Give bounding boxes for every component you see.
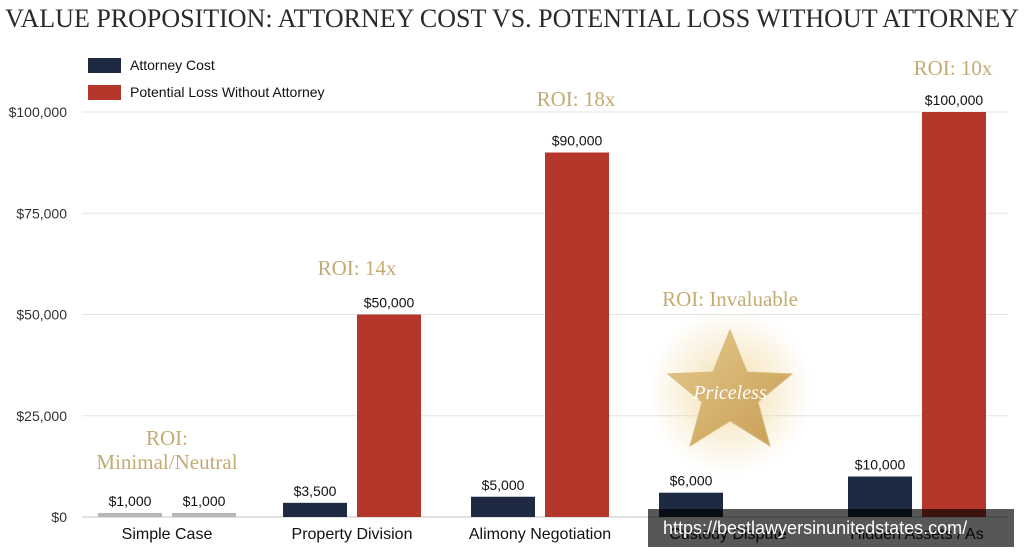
legend-label: Potential Loss Without Attorney (130, 84, 325, 100)
bar-value-label: $50,000 (364, 295, 415, 311)
y-axis: $0 $25,000 $50,000 $75,000 $100,000 (9, 104, 68, 525)
bar-value-label: $90,000 (552, 133, 603, 149)
roi-annotation: ROI: 18x (537, 87, 616, 111)
y-tick-label: $25,000 (16, 408, 67, 424)
legend-swatch (88, 85, 121, 100)
roi-annotations: ROI:Minimal/Neutral ROI: 14x ROI: 18x ROI: … (96, 56, 992, 474)
legend-swatch (88, 58, 121, 73)
roi-annotation: ROI: Invaluable (662, 287, 798, 311)
y-tick-label: $75,000 (16, 205, 67, 221)
bar (357, 315, 421, 518)
bar-value-label: $6,000 (670, 473, 713, 489)
bar-value-label: $100,000 (925, 92, 984, 108)
legend: Attorney Cost Potential Loss Without Atto… (88, 57, 325, 100)
bar-value-label: $1,000 (183, 493, 226, 509)
category-label: Simple Case (122, 526, 213, 543)
bar-value-label: $1,000 (109, 493, 152, 509)
category-label: Alimony Negotiation (469, 526, 611, 543)
bar (922, 112, 986, 517)
roi-annotation: ROI: (146, 426, 188, 450)
legend-label: Attorney Cost (130, 57, 215, 73)
roi-annotation: ROI: 14x (318, 256, 397, 280)
roi-annotation: ROI: 10x (914, 56, 993, 80)
bar (98, 513, 162, 517)
custody-badge-text: Priceless (692, 382, 767, 404)
y-tick-label: $50,000 (16, 307, 67, 323)
bar-value-label: $5,000 (482, 477, 525, 493)
bar (471, 497, 535, 517)
bar-value-label: $10,000 (855, 457, 906, 473)
bar (172, 513, 236, 517)
watermark-group: https://bestlawyersinunitedstates.com/ (648, 509, 1014, 547)
bar-value-label: $3,500 (294, 483, 337, 499)
chart-title: VALUE PROPOSITION: ATTORNEY COST VS. POT… (5, 4, 1019, 33)
watermark-text: https://bestlawyersinunitedstates.com/ (663, 518, 967, 538)
bar (545, 153, 609, 518)
roi-annotation: Minimal/Neutral (96, 450, 237, 474)
category-label: Property Division (292, 526, 413, 543)
bar (283, 503, 347, 517)
y-tick-label: $0 (51, 509, 67, 525)
y-tick-label: $100,000 (9, 104, 68, 120)
custody-badge: Priceless (648, 310, 812, 474)
